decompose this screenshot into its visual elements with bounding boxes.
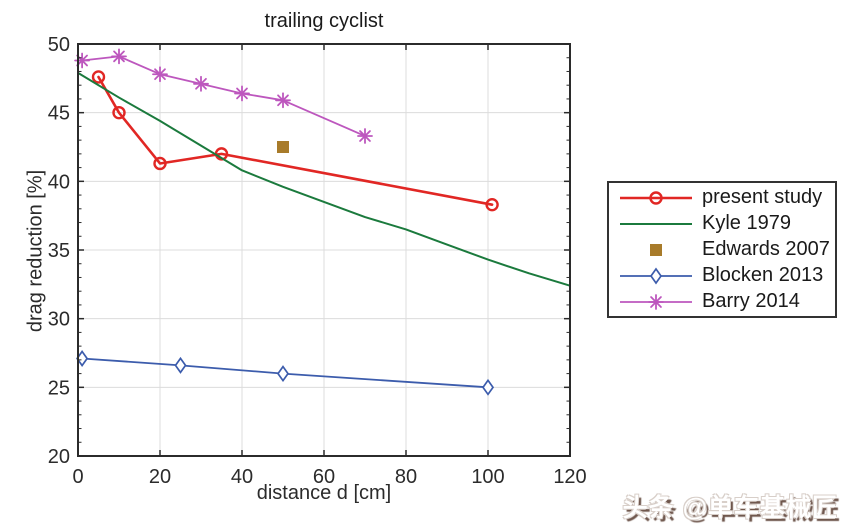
watermark: 头条 @单车基械匠 — [622, 494, 838, 522]
legend-swatch-blocken-2013 — [620, 267, 692, 284]
series-kyle-1979 — [77, 71, 571, 287]
y-tick-label: 25 — [48, 377, 70, 399]
series-present-study — [91, 70, 499, 212]
y-tick-label: 30 — [48, 309, 70, 331]
series-blocken-2013 — [76, 350, 495, 396]
x-tick-label: 80 — [395, 466, 417, 488]
y-axis-label: drag reduction [%] — [24, 169, 47, 333]
legend-label: Blocken 2013 — [702, 264, 824, 286]
legend-swatch-edwards-2007 — [650, 243, 662, 256]
legend-swatch-present-study — [620, 190, 692, 205]
legend-label: Edwards 2007 — [702, 238, 830, 260]
series-barry-2014 — [74, 48, 373, 144]
y-tick-label: 45 — [48, 103, 70, 125]
x-tick-label: 0 — [72, 466, 83, 488]
y-tick-label: 35 — [48, 240, 70, 262]
legend-label: Barry 2014 — [702, 290, 800, 312]
legend-swatch-barry-2014 — [620, 293, 692, 310]
y-tick-label: 20 — [48, 446, 70, 468]
chart-title: trailing cyclist — [264, 10, 384, 32]
legend: present study Kyle 1979 Edwards 2007 Blocke… — [607, 181, 837, 318]
legend-item-edwards-2007: Edwards 2007 — [618, 237, 835, 263]
legend-item-kyle-1979: Kyle 1979 — [618, 211, 835, 237]
legend-label: Kyle 1979 — [702, 212, 791, 234]
x-tick-label: 60 — [313, 466, 335, 488]
x-axis-label: distance d [cm] — [256, 482, 392, 504]
series-edwards-2007 — [277, 141, 289, 153]
legend-swatch-kyle-1979 — [620, 222, 692, 225]
axes-frame — [77, 43, 571, 457]
legend-item-blocken-2013: Blocken 2013 — [618, 263, 835, 289]
y-tick-label: 40 — [48, 171, 70, 193]
grid-lines — [78, 44, 570, 456]
legend-label: present study — [702, 186, 823, 208]
legend-item-present-study: present study — [618, 185, 835, 211]
x-tick-label: 120 — [553, 466, 586, 488]
x-tick-label: 20 — [149, 466, 171, 488]
y-tick-label: 50 — [48, 34, 70, 56]
x-tick-label: 40 — [231, 466, 253, 488]
legend-item-barry-2014: Barry 2014 — [618, 289, 835, 315]
x-tick-label: 100 — [471, 466, 504, 488]
